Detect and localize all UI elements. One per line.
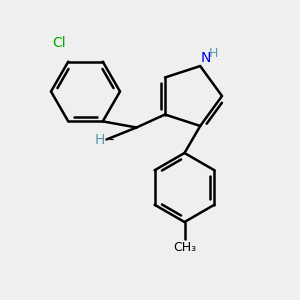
Text: N: N xyxy=(201,51,211,65)
Text: Cl: Cl xyxy=(52,36,66,50)
Text: H: H xyxy=(208,47,218,60)
Text: H: H xyxy=(94,133,105,146)
Text: CH₃: CH₃ xyxy=(173,241,196,254)
Text: -: - xyxy=(105,133,114,146)
